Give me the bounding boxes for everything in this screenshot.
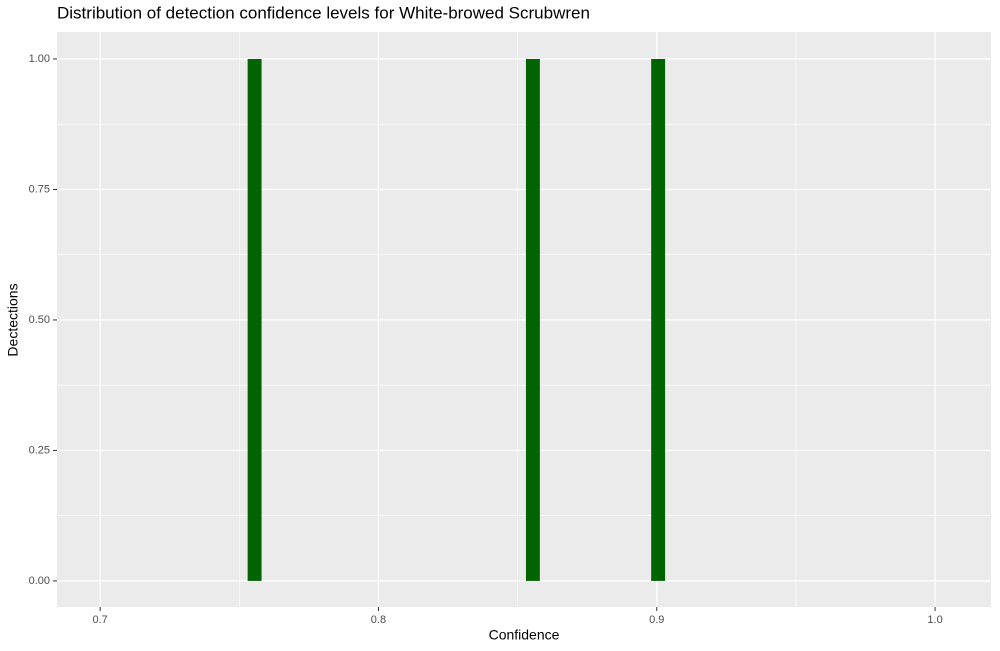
x-tick-label: 0.9 [649,614,664,626]
y-tick-label: 0.50 [29,314,50,326]
chart-title: Distribution of detection confidence lev… [57,3,590,22]
x-tick-label: 0.8 [371,614,386,626]
bar [247,58,262,581]
y-tick-label: 0.75 [29,183,50,195]
bar [525,58,540,581]
x-tick-label: 1.0 [927,614,942,626]
bar [651,58,666,581]
y-tick-label: 0.00 [29,575,50,587]
y-axis-title: Dectections [5,283,21,356]
x-tick-label: 0.7 [92,614,107,626]
y-tick-label: 1.00 [29,53,50,65]
y-tick-label: 0.25 [29,444,50,456]
x-axis-title: Confidence [489,627,560,643]
